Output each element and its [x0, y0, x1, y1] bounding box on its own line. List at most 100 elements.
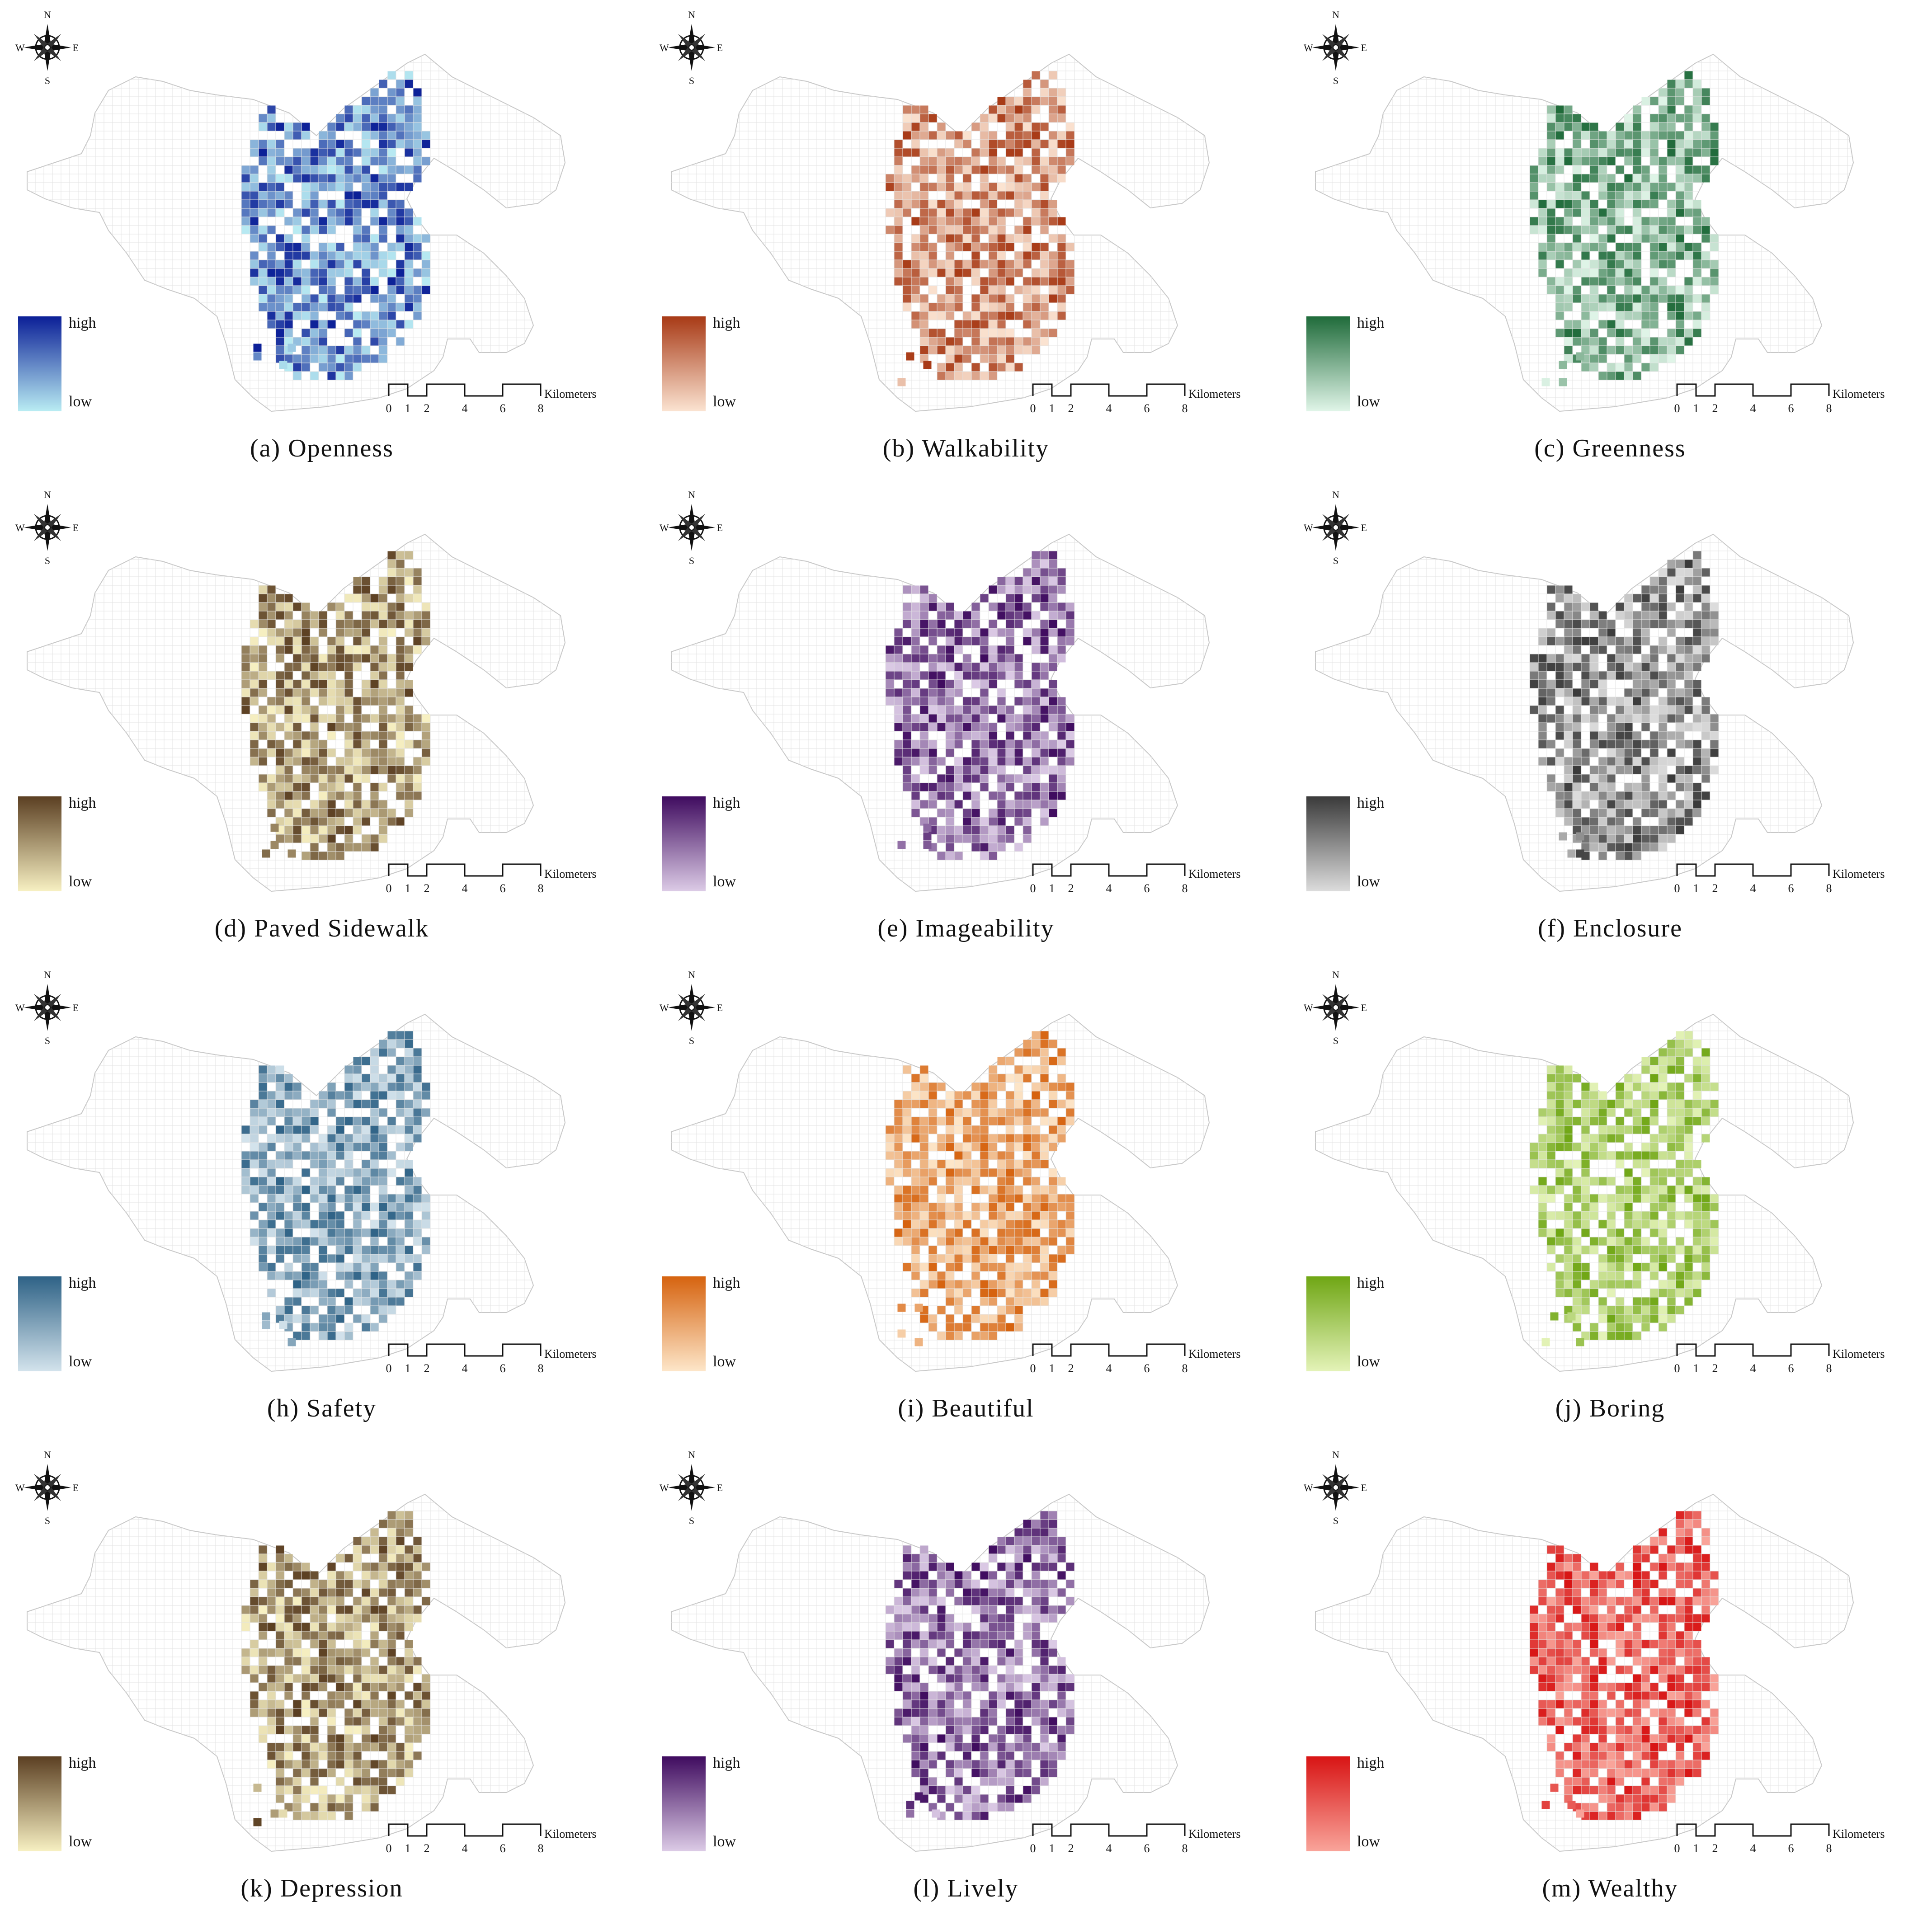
grid-cell	[1684, 817, 1693, 826]
grid-cell	[1057, 611, 1066, 620]
grid-cell	[1616, 1117, 1624, 1125]
grid-cell	[344, 1134, 353, 1143]
grid-cell	[989, 628, 997, 637]
grid-cell	[1607, 131, 1616, 140]
grid-cell	[1684, 706, 1693, 714]
grid-cell	[980, 294, 989, 303]
grid-cell	[422, 1683, 430, 1691]
grid-cell	[1659, 774, 1667, 783]
grid-cell	[1650, 114, 1659, 122]
grid-cell	[1659, 731, 1667, 740]
grid-cell	[1598, 174, 1607, 183]
grid-cell	[302, 714, 310, 723]
grid-cell	[284, 1751, 293, 1760]
grid-cell	[1650, 1134, 1659, 1143]
grid-cell	[1641, 723, 1650, 731]
grid-cell	[336, 1237, 344, 1246]
grid-cell	[387, 217, 396, 226]
grid-cell	[1006, 122, 1014, 131]
grid-cell	[327, 226, 336, 234]
grid-cell	[903, 303, 911, 311]
grid-cell	[353, 1143, 362, 1151]
grid-cell	[963, 217, 971, 226]
grid-cell	[405, 1743, 413, 1751]
grid-cell	[1616, 645, 1624, 654]
grid-cell	[1555, 791, 1564, 800]
grid-cell	[310, 1194, 319, 1203]
grid-cell	[1676, 1263, 1684, 1271]
grid-cell	[1667, 1280, 1676, 1289]
grid-cell	[362, 1117, 370, 1125]
grid-cell	[344, 157, 353, 165]
grid-cell	[1564, 1065, 1573, 1074]
grid-cell	[344, 1263, 353, 1271]
grid-cell	[1590, 286, 1598, 294]
grid-cell	[259, 714, 267, 723]
grid-cell	[954, 1246, 963, 1254]
grid-cell	[370, 1168, 379, 1177]
grid-cell	[1564, 191, 1573, 200]
grid-cell	[353, 1289, 362, 1297]
grid-cell	[336, 1614, 344, 1623]
grid-cell	[1547, 234, 1555, 243]
grid-cell	[954, 140, 963, 148]
grid-cell	[1057, 286, 1066, 294]
grid-cell	[1624, 645, 1633, 654]
grid-cell	[911, 1289, 920, 1297]
grid-cell	[1676, 1237, 1684, 1246]
grid-cell	[344, 372, 353, 380]
grid-cell	[1057, 645, 1066, 654]
grid-cell	[319, 337, 327, 346]
grid-cell	[971, 1186, 980, 1194]
grid-cell	[1701, 774, 1710, 783]
grid-cell	[1547, 208, 1555, 217]
grid-cell	[997, 140, 1006, 148]
grid-cell	[1023, 260, 1032, 268]
grid-cell	[1014, 740, 1023, 748]
grid-cell	[1590, 200, 1598, 208]
grid-cell	[928, 594, 937, 602]
grid-cell	[405, 568, 413, 577]
grid-cell	[920, 1074, 928, 1082]
grid-cell	[1590, 148, 1598, 157]
grid-cell	[989, 740, 997, 748]
grid-cell	[276, 637, 284, 645]
grid-cell	[241, 1134, 250, 1143]
grid-cell	[894, 748, 903, 757]
grid-cell	[319, 1623, 327, 1631]
grid-cell	[344, 1203, 353, 1211]
grid-cell	[293, 1237, 302, 1246]
grid-cell	[1049, 706, 1057, 714]
grid-cell	[293, 1640, 302, 1648]
grid-cell	[413, 1571, 422, 1580]
legend-color-ramp	[1306, 316, 1350, 411]
grid-cell	[259, 774, 267, 783]
grid-cell	[954, 731, 963, 740]
grid-cell	[353, 731, 362, 740]
grid-cell	[370, 329, 379, 337]
grid-cell	[1659, 757, 1667, 766]
grid-cell	[1066, 748, 1074, 757]
grid-cell	[1032, 97, 1040, 105]
grid-cell	[293, 174, 302, 183]
grid-cell	[319, 346, 327, 354]
grid-cell	[293, 1143, 302, 1151]
grid-cell	[310, 183, 319, 191]
grid-cell	[1547, 697, 1555, 706]
grid-cell	[379, 1091, 387, 1100]
grid-cell	[413, 645, 422, 654]
grid-cell	[1616, 320, 1624, 329]
grid-cell	[259, 1666, 267, 1674]
grid-cell	[353, 1580, 362, 1588]
grid-cell	[1573, 260, 1581, 268]
grid-cell	[267, 1271, 276, 1280]
grid-cell	[1598, 1332, 1607, 1340]
grid-cell	[989, 1220, 997, 1228]
grid-cell	[362, 346, 370, 354]
grid-cell	[267, 148, 276, 157]
grid-cell	[284, 748, 293, 757]
grid-cell	[911, 800, 920, 809]
grid-cell	[302, 157, 310, 165]
compass-west-label: W	[15, 1002, 25, 1013]
